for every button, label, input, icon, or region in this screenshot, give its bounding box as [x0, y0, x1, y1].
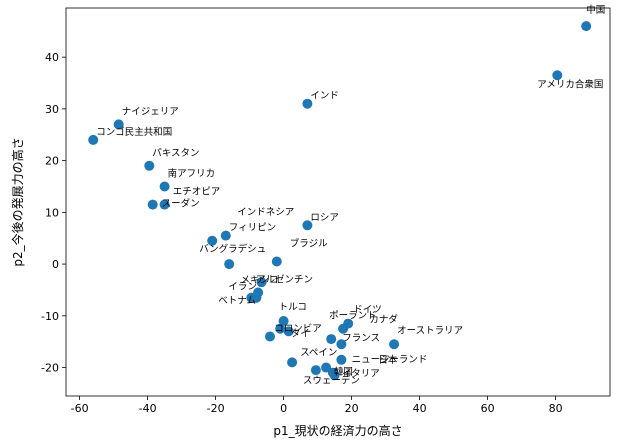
point-label: ベトナム	[218, 296, 256, 307]
x-axis-ticks: -60 -40 -20 0 20 40 60 80	[71, 396, 563, 415]
data-point	[256, 277, 267, 288]
point-label: スペイン	[300, 347, 337, 358]
point-label: カナダ	[369, 313, 398, 325]
point-label: ドイツ	[353, 305, 382, 316]
data-point	[144, 160, 155, 171]
y-tick-label: 40	[45, 51, 59, 64]
data-point	[310, 365, 321, 376]
point-label: イラン	[228, 282, 257, 293]
point-label: トルコ	[279, 302, 307, 313]
data-points	[88, 21, 592, 381]
point-label: ナイジェリア	[122, 106, 179, 117]
data-point	[321, 362, 332, 373]
data-point	[302, 98, 313, 109]
data-point	[253, 287, 264, 298]
data-point	[581, 21, 592, 32]
point-label: スウェーデン	[303, 375, 360, 387]
x-tick-label: -40	[139, 402, 157, 415]
point-labels: 中国アメリカ合衆国インドナイジェリアコンゴ民主共和国パキスタン南アフリカエチオピ…	[96, 4, 605, 387]
y-tick-label: 30	[45, 103, 59, 116]
data-point	[113, 119, 124, 130]
x-tick-label: 0	[280, 402, 287, 415]
point-label: エチオピア	[173, 187, 221, 198]
data-point	[207, 235, 218, 246]
point-label: コロンビア	[274, 324, 322, 335]
data-point	[159, 181, 170, 192]
point-label: スーダン	[162, 198, 200, 210]
point-label: メキシコ	[241, 275, 279, 286]
y-axis-ticks: -20 -10 0 10 20 30 40	[41, 51, 66, 375]
point-label: タイ	[291, 328, 310, 339]
x-tick-label: 40	[413, 402, 427, 415]
point-label: フランス	[342, 333, 380, 344]
data-point	[275, 323, 286, 334]
y-tick-label: -10	[41, 310, 59, 323]
point-label: バングラデシュ	[199, 243, 266, 255]
point-label: 南アフリカ	[168, 167, 216, 179]
point-label: インドネシア	[237, 207, 294, 218]
point-label: 韓国	[334, 367, 353, 378]
data-point	[327, 367, 338, 378]
data-point	[336, 339, 347, 350]
point-label: フィリピン	[229, 223, 276, 234]
point-label: インド	[310, 91, 339, 102]
point-label: ニュージーランド	[352, 354, 428, 365]
point-label: ポーランド	[329, 311, 377, 322]
plot-area	[65, 7, 611, 397]
data-point	[278, 315, 289, 326]
data-point	[271, 256, 282, 267]
data-point	[88, 134, 99, 145]
point-label: アメリカ合衆国	[537, 78, 603, 90]
point-label: イタリア	[342, 369, 380, 380]
data-point	[224, 259, 235, 270]
point-label: ロシア	[310, 212, 339, 223]
x-tick-label: 80	[549, 402, 563, 415]
x-axis-label: p1_現状の経済力の高さ	[273, 423, 402, 438]
x-tick-label: -20	[207, 402, 225, 415]
data-point	[265, 331, 275, 342]
point-label: ブラジル	[290, 237, 328, 249]
point-label: コンゴ民主共和国	[96, 126, 172, 138]
x-tick-label: -60	[71, 402, 89, 415]
data-point	[326, 334, 337, 345]
y-tick-label: -20	[41, 362, 59, 375]
point-label: オーストラリア	[397, 325, 463, 336]
data-point	[336, 354, 347, 365]
x-tick-label: 60	[481, 402, 495, 415]
data-point	[287, 357, 298, 368]
data-point	[159, 199, 170, 210]
data-point	[338, 323, 349, 334]
point-label: パキスタン	[152, 148, 199, 159]
data-point	[220, 230, 231, 241]
data-point	[302, 220, 313, 231]
y-axis-label: p2_今後の発展力の高さ	[10, 137, 25, 266]
y-tick-label: 20	[45, 155, 59, 168]
x-tick-label: 20	[345, 402, 359, 415]
y-tick-label: 10	[45, 206, 59, 219]
data-point	[389, 339, 400, 350]
point-label: アルゼンチン	[256, 274, 313, 286]
point-label: 日本	[378, 354, 398, 366]
data-point	[552, 70, 563, 81]
data-point	[147, 199, 158, 210]
y-tick-label: 0	[52, 258, 59, 271]
data-point	[283, 326, 294, 337]
point-label: 中国	[586, 4, 605, 16]
